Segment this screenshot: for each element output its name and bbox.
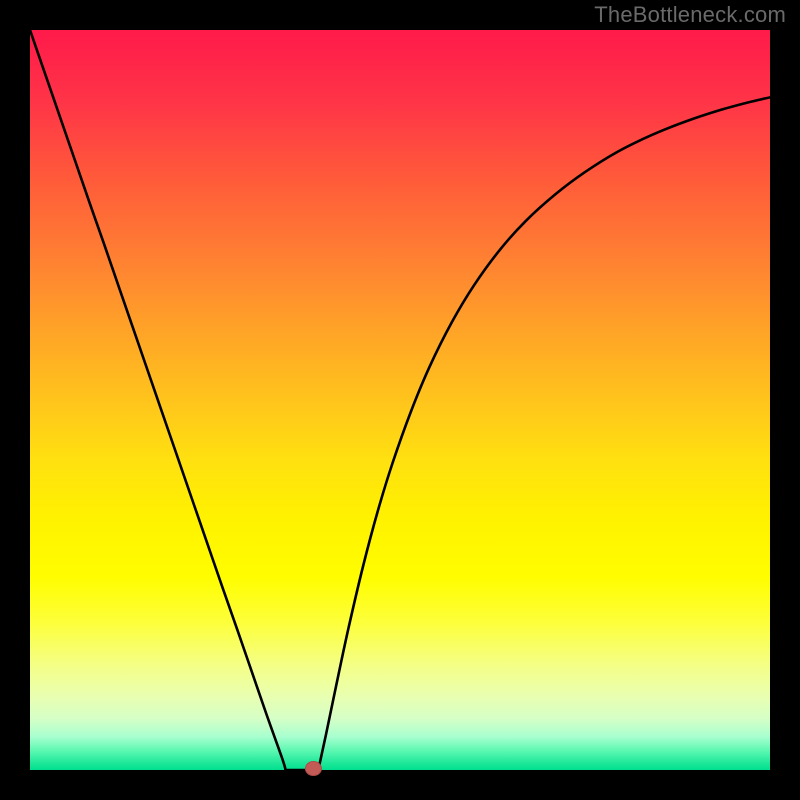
plot-background <box>30 30 770 770</box>
minimum-marker <box>305 762 321 776</box>
watermark-text: TheBottleneck.com <box>594 2 786 28</box>
chart-stage: TheBottleneck.com <box>0 0 800 800</box>
bottleneck-chart-svg <box>0 0 800 800</box>
